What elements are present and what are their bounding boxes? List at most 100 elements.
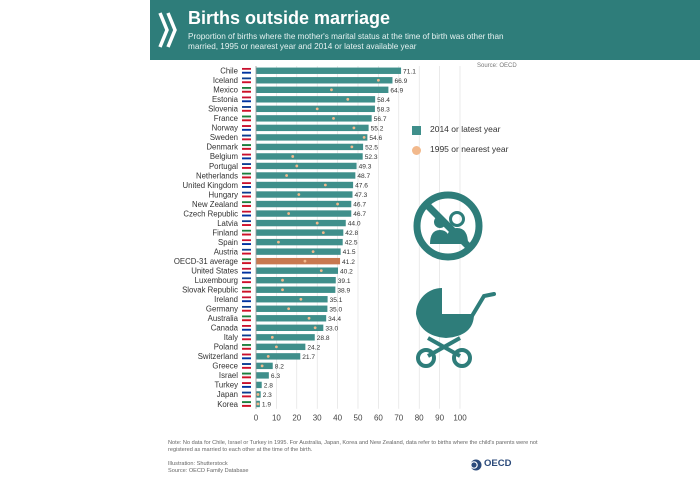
x-tick-label: 10 — [272, 414, 281, 423]
flag-icon — [242, 395, 251, 398]
bar — [256, 191, 353, 198]
flag-icon — [242, 172, 251, 175]
flag-icon — [242, 79, 251, 82]
flag-icon — [242, 233, 251, 236]
x-tick-label: 80 — [415, 414, 424, 423]
flag-icon — [242, 126, 251, 129]
flag-icon — [242, 334, 251, 337]
flag-icon — [242, 107, 251, 110]
dot-1995 — [362, 136, 366, 139]
legend-label-earlier: 1995 or nearest year — [430, 144, 509, 154]
flag-icon — [242, 203, 251, 206]
legend-label-latest: 2014 or latest year — [430, 124, 501, 134]
category-label: Germany — [206, 305, 238, 314]
flag-icon — [242, 166, 251, 169]
x-tick-label: 30 — [313, 414, 322, 423]
flag-icon — [242, 345, 251, 348]
data-label: 41.5 — [343, 249, 356, 256]
flag-icon — [242, 319, 251, 322]
flag-icon — [242, 136, 251, 139]
dot-1995 — [287, 307, 291, 311]
category-label: New Zealand — [192, 200, 238, 209]
data-label: 24.2 — [307, 344, 320, 351]
flag-icon — [242, 201, 251, 204]
flag-icon — [242, 71, 251, 74]
flag-icon — [242, 355, 251, 358]
data-label: 48.7 — [357, 173, 370, 180]
data-label: 44.0 — [348, 221, 361, 228]
data-label: 39.1 — [338, 278, 351, 285]
flag-icon — [242, 279, 251, 282]
no-wedding-icon — [413, 191, 483, 261]
flag-icon — [242, 298, 251, 301]
pram-icon — [416, 288, 496, 368]
flag-icon — [242, 326, 251, 329]
dot-1995 — [307, 316, 311, 320]
flag-icon — [242, 288, 251, 291]
flag-icon — [242, 309, 251, 312]
header-banner: Births outside marriage Proportion of bi… — [150, 0, 700, 60]
bar — [256, 115, 372, 122]
flag-icon — [242, 106, 251, 108]
flag-icon — [242, 328, 251, 331]
flag-icon — [242, 81, 251, 84]
flag-icon — [242, 385, 251, 388]
dot-1995 — [311, 250, 315, 254]
category-label: Denmark — [206, 143, 238, 152]
data-label: 42.5 — [345, 240, 358, 247]
bar — [256, 238, 343, 246]
flag-icon — [242, 134, 251, 137]
category-label: Latvia — [217, 219, 238, 228]
flag-icon — [242, 248, 251, 251]
data-label: 66.9 — [394, 78, 407, 85]
category-label: Turkey — [214, 381, 238, 390]
flag-icon — [242, 325, 251, 327]
dot-1995 — [313, 326, 317, 330]
flag-icon — [242, 155, 251, 158]
flag-icon — [242, 88, 251, 91]
flag-icon — [242, 404, 251, 407]
x-tick-label: 90 — [435, 414, 444, 423]
dot-1995 — [256, 393, 260, 396]
oecd-globe-icon — [470, 459, 482, 471]
source-label: Source: OECD — [477, 63, 517, 69]
category-label: Luxembourg — [195, 276, 238, 285]
footnote: Note: No data for Chile, Israel or Turke… — [168, 440, 538, 453]
bar — [256, 67, 402, 74]
data-label: 1.9 — [262, 402, 271, 409]
flag-icon — [242, 277, 251, 280]
dot-1995 — [336, 202, 339, 206]
flag-icon — [242, 252, 251, 255]
data-label: 38.9 — [337, 287, 350, 294]
category-label: Czech Republic — [183, 209, 238, 218]
flag-icon — [242, 366, 251, 369]
data-label: 49.3 — [359, 164, 372, 171]
flag-icon — [242, 315, 251, 318]
bar — [256, 134, 368, 141]
flag-icon — [242, 146, 251, 148]
bar — [256, 219, 346, 227]
dot-1995 — [295, 164, 299, 168]
flag-icon — [242, 243, 251, 246]
flag-icon — [242, 229, 251, 232]
category-label: Chile — [220, 67, 238, 76]
dot-1995 — [266, 354, 270, 358]
category-label: Belgium — [210, 152, 238, 161]
category-label: Ireland — [214, 295, 238, 304]
category-label: Italy — [224, 333, 238, 342]
flag-icon — [242, 176, 251, 179]
bar — [256, 296, 328, 303]
flag-icon — [242, 374, 251, 377]
flag-icon — [242, 220, 251, 223]
flag-icon — [242, 128, 251, 131]
bar — [256, 353, 301, 360]
dot-1995 — [270, 335, 274, 339]
legend-swatch-dot — [412, 146, 421, 155]
dot-1995 — [319, 269, 323, 273]
flag-icon — [242, 403, 251, 405]
category-label: Norway — [212, 124, 239, 133]
x-tick-label: 70 — [394, 414, 403, 423]
data-label: 54.6 — [369, 135, 382, 142]
category-label: Australia — [208, 314, 239, 323]
flag-icon — [242, 96, 251, 99]
